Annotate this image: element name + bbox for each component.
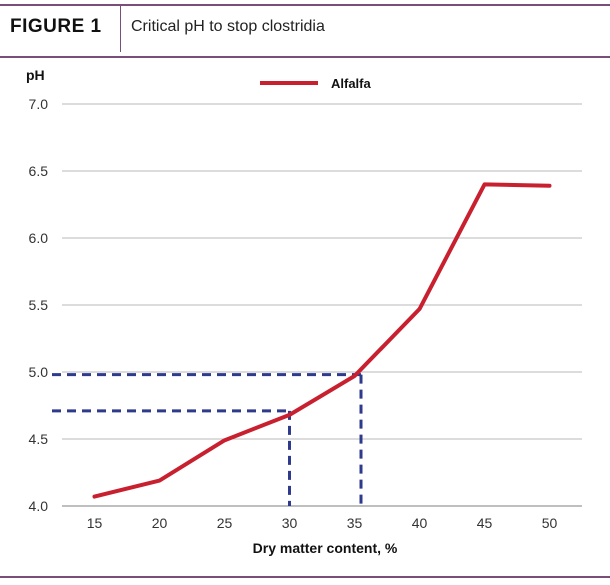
x-tick-label: 50: [542, 515, 558, 531]
series-line-alfalfa: [92, 182, 552, 499]
guide-lines: [52, 373, 363, 506]
data-point: [289, 414, 290, 416]
legend: Alfalfa: [260, 76, 372, 91]
y-tick-label: 6.0: [29, 230, 49, 246]
y-tick-label: 5.5: [29, 297, 49, 313]
x-tick-labels: 15 20 25 30 35 40 45 50: [87, 515, 558, 531]
x-tick-label: 35: [347, 515, 363, 531]
data-point: [549, 185, 550, 187]
x-tick-label: 30: [282, 515, 298, 531]
data-point: [224, 439, 225, 441]
x-axis-title: Dry matter content, %: [253, 540, 398, 556]
figure-title: Critical pH to stop clostridia: [131, 18, 325, 35]
y-tick-labels: 4.0 4.5 5.0 5.5 6.0 6.5 7.0: [29, 96, 49, 514]
y-tick-label: 6.5: [29, 163, 49, 179]
data-point: [354, 375, 355, 377]
series-layer: [92, 182, 552, 499]
figure-label: FIGURE 1: [10, 16, 102, 37]
gridlines: [62, 103, 582, 507]
data-point: [419, 308, 420, 310]
x-tick-label: 25: [217, 515, 233, 531]
y-tick-label: 5.0: [29, 364, 49, 380]
x-tick-label: 20: [152, 515, 168, 531]
y-tick-label: 7.0: [29, 96, 49, 112]
y-tick-label: 4.5: [29, 431, 49, 447]
data-point: [94, 496, 95, 498]
x-tick-label: 15: [87, 515, 103, 531]
header-bottom-rule: [0, 56, 610, 58]
legend-label-alfalfa: Alfalfa: [331, 76, 372, 91]
x-tick-label: 45: [477, 515, 493, 531]
data-point: [159, 480, 160, 482]
y-axis-title: pH: [26, 67, 45, 83]
y-tick-label: 4.0: [29, 498, 49, 514]
top-rule: [0, 4, 610, 6]
x-tick-label: 40: [412, 515, 428, 531]
bottom-rule: [0, 576, 610, 578]
data-point: [484, 183, 485, 185]
header-divider: [120, 6, 121, 52]
